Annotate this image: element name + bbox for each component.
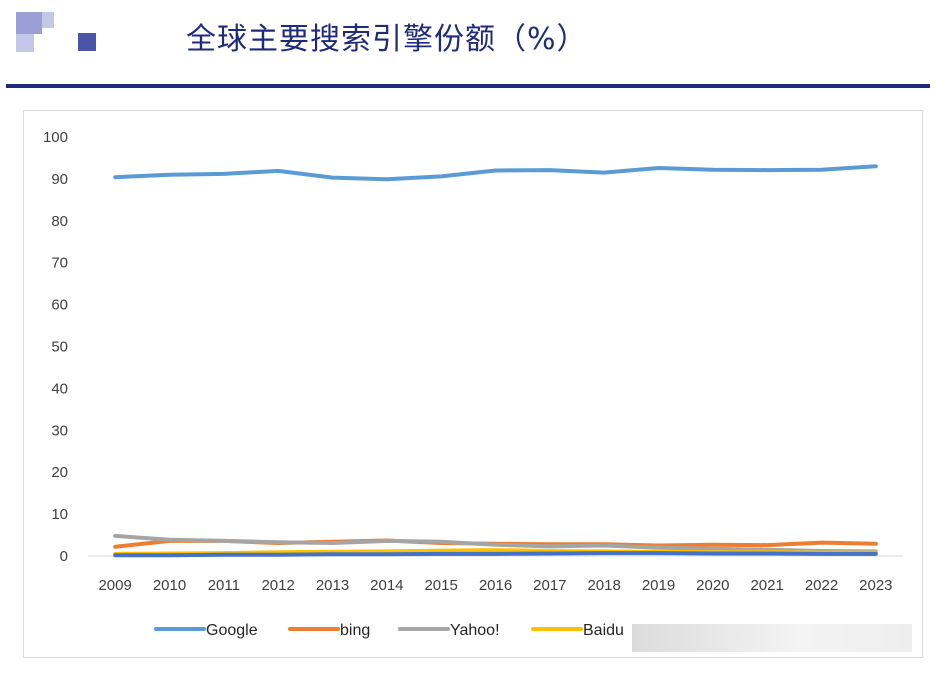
google-series-line xyxy=(113,164,878,182)
legend-label: Yahoo! xyxy=(450,622,500,639)
x-tick-label: 2022 xyxy=(805,577,838,594)
logo-square-accent xyxy=(78,33,96,51)
x-tick-label: 2015 xyxy=(424,577,457,594)
watermark-overlay xyxy=(632,624,912,652)
logo-square-small xyxy=(42,12,54,28)
x-tick-label: 2016 xyxy=(479,577,512,594)
x-tick-label: 2014 xyxy=(370,577,403,594)
x-tick-label: 2023 xyxy=(859,577,892,594)
legend-label: Google xyxy=(206,622,258,639)
header-divider xyxy=(6,84,930,88)
x-tick-label: 2012 xyxy=(261,577,294,594)
unlabeled-series-line xyxy=(113,551,878,558)
logo-square-bottom xyxy=(16,34,34,52)
x-tick-label: 2019 xyxy=(642,577,675,594)
x-tick-label: 2009 xyxy=(98,577,131,594)
logo-square-large xyxy=(16,12,42,34)
x-tick-label: 2010 xyxy=(153,577,186,594)
y-tick-label: 60 xyxy=(51,297,68,314)
x-tick-label: 2020 xyxy=(696,577,729,594)
chart-frame xyxy=(23,110,923,658)
x-tick-label: 2018 xyxy=(587,577,620,594)
y-tick-label: 20 xyxy=(51,464,68,481)
yahoo-series-line xyxy=(113,533,878,554)
x-tick-label: 2013 xyxy=(316,577,349,594)
y-tick-label: 100 xyxy=(43,129,68,146)
page-title: 全球主要搜索引擎份额（%） xyxy=(186,22,588,57)
x-tick-label: 2011 xyxy=(208,577,240,594)
y-tick-label: 50 xyxy=(51,339,68,356)
legend-label: bing xyxy=(340,622,370,639)
y-tick-label: 40 xyxy=(51,380,68,397)
y-tick-label: 90 xyxy=(51,171,68,188)
x-tick-label: 2017 xyxy=(533,577,566,594)
x-tick-label: 2021 xyxy=(750,577,783,594)
legend-label: Baidu xyxy=(583,622,624,639)
y-tick-label: 0 xyxy=(60,548,68,565)
y-tick-label: 30 xyxy=(51,422,68,439)
y-tick-label: 80 xyxy=(51,213,68,230)
y-tick-label: 70 xyxy=(51,255,68,272)
y-tick-label: 10 xyxy=(51,506,68,523)
